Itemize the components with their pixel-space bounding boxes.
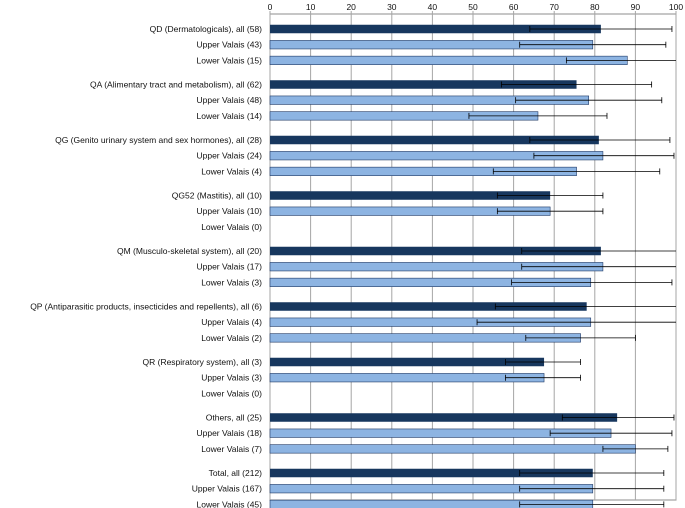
bar-all — [270, 413, 618, 422]
category-labels: QD (Dermatologicals), all (58) Upper Vala… — [30, 24, 262, 508]
bar-sub — [269, 444, 636, 454]
category-label-all: Total, all (212) — [209, 468, 263, 478]
x-tick-label: 30 — [387, 2, 397, 12]
category-label-sub: Lower Valais (4) — [201, 166, 262, 176]
x-tick-label: 50 — [468, 2, 478, 12]
category-label-sub: Upper Valais (167) — [192, 484, 262, 494]
category-label-all: QD (Dermatologicals), all (58) — [150, 24, 263, 34]
x-tick-label: 40 — [428, 2, 438, 12]
bar-sub — [269, 373, 545, 383]
category-label-sub: Lower Valais (14) — [196, 111, 262, 121]
bar-all — [270, 135, 599, 145]
bar-all — [270, 191, 551, 200]
category-label-sub: Lower Valais (45) — [196, 499, 262, 508]
category-label-sub: Upper Valais (48) — [196, 95, 262, 105]
category-label-sub: Lower Valais (2) — [201, 333, 262, 343]
x-tick-label: 90 — [631, 2, 641, 12]
category-label-sub: Upper Valais (10) — [196, 206, 262, 216]
category-label-sub: Lower Valais (3) — [201, 277, 262, 287]
category-label-all: QG (Genito urinary system and sex hormon… — [55, 135, 262, 145]
bars — [269, 24, 676, 508]
x-tick-label: 70 — [549, 2, 559, 12]
bar-all — [270, 246, 601, 256]
bar-all — [270, 468, 593, 478]
category-label-sub: Upper Valais (17) — [196, 262, 262, 272]
category-label-sub: Lower Valais (0) — [201, 388, 262, 398]
category-label-all: QA (Alimentary tract and metabolism), al… — [90, 80, 262, 90]
x-tick-label: 0 — [268, 2, 273, 12]
category-label-all: QG52 (Mastitis), all (10) — [172, 191, 262, 201]
x-tick-label: 80 — [590, 2, 600, 12]
category-label-all: Others, all (25) — [206, 413, 262, 423]
x-tick-label: 20 — [346, 2, 356, 12]
category-label-sub: Lower Valais (0) — [201, 222, 262, 232]
x-tick-label: 100 — [669, 2, 683, 12]
bar-all — [270, 302, 587, 311]
category-label-all: QR (Respiratory system), all (3) — [143, 357, 263, 367]
category-label-sub: Upper Valais (43) — [196, 40, 262, 50]
category-label-sub: Upper Valais (4) — [201, 317, 262, 327]
category-label-all: QM (Musculo-skeletal system), all (20) — [117, 246, 262, 256]
category-label-all: QP (Antiparasitic products, insecticides… — [30, 302, 262, 312]
category-label-sub: Lower Valais (7) — [201, 444, 262, 454]
category-label-sub: Upper Valais (24) — [196, 151, 262, 161]
category-label-sub: Upper Valais (3) — [201, 373, 262, 383]
bar-all — [270, 357, 545, 367]
x-tick-label: 60 — [509, 2, 519, 12]
category-label-sub: Lower Valais (15) — [196, 55, 262, 65]
bar-all — [270, 24, 601, 34]
x-axis-ticks: 0 10 20 30 40 50 60 70 80 90 100 — [268, 2, 684, 12]
category-label-sub: Upper Valais (18) — [196, 428, 262, 438]
x-tick-label: 10 — [306, 2, 316, 12]
bar-all — [270, 80, 577, 89]
